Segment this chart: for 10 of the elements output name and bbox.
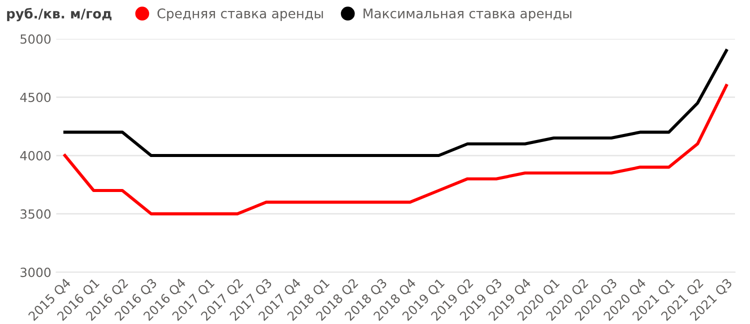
y-tick-label: 4000 <box>20 150 51 160</box>
legend-label: Средняя ставка аренды <box>157 8 323 21</box>
y-tick-label: 3000 <box>20 268 51 278</box>
line-series <box>63 49 728 158</box>
line-series <box>63 84 728 216</box>
legend-title: руб./кв. м/год <box>7 8 112 22</box>
y-tick-label: 4500 <box>20 92 51 102</box>
legend-label: Максимальная ставка аренды <box>364 8 572 21</box>
y-tick-label: 3500 <box>20 209 51 219</box>
y-tick-label: 5000 <box>20 34 51 44</box>
